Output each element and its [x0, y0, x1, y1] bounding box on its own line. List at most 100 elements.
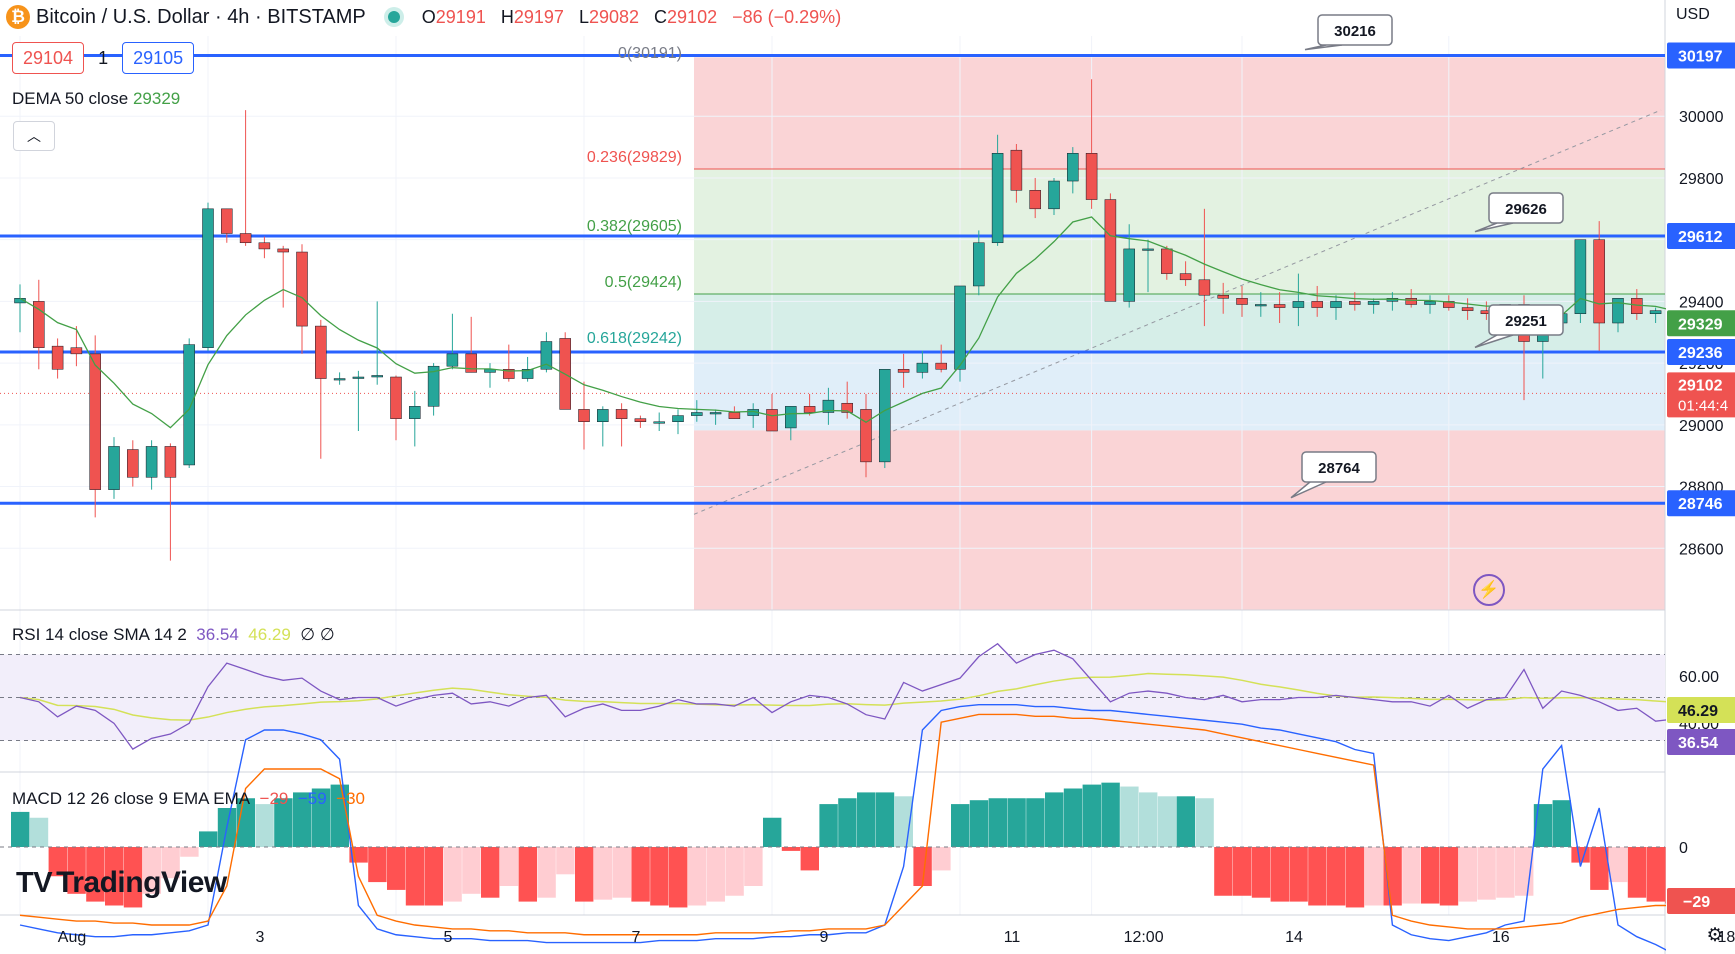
time-tick-label: 5	[444, 929, 453, 946]
macd-histogram-bar	[67, 847, 86, 894]
macd-histogram-bar	[1327, 847, 1346, 906]
macd-histogram-bar	[1590, 847, 1609, 890]
candle-body	[296, 251, 308, 327]
time-axis[interactable]: Aug 3 5 7 9 11 12:00 14 16 18	[58, 929, 1735, 946]
time-tick-label: 16	[1492, 929, 1510, 946]
macd-histogram-bar	[387, 847, 406, 890]
price-axis[interactable]: 2860028800290002920029400296002980030000…	[1666, 0, 1735, 954]
horizontal-levels[interactable]	[0, 53, 1665, 505]
macd-histogram-bar	[575, 847, 594, 902]
fib-labels: 0(30191) 0.236(29829) 0.382(29605) 0.5(2942…	[587, 45, 682, 347]
collapse-legend-button[interactable]: ︿	[13, 121, 55, 151]
macd-histogram-bar	[462, 847, 481, 894]
dema-legend[interactable]: DEMA 50 close 29329	[12, 89, 181, 108]
fib-label: 0.382(29605)	[587, 218, 682, 235]
candle-body	[521, 369, 534, 379]
ohlc-readout: O29191 H29197 L29082 C29102 −86 (−0.29%)	[421, 6, 842, 27]
lightning-icon[interactable]: ⚡	[1473, 574, 1505, 606]
macd-histogram-bar	[1552, 800, 1571, 847]
macd-histogram-bar	[1345, 847, 1365, 908]
candle-body	[879, 369, 891, 463]
macd-histogram-bar	[481, 847, 500, 898]
candle-body	[634, 418, 647, 423]
macd-histogram-bar	[1383, 847, 1402, 906]
macd-histogram-bar	[1496, 847, 1515, 898]
macd-histogram-bar	[537, 847, 556, 898]
tradingview-mark: TV	[16, 867, 53, 899]
macd-histogram-bar	[1364, 847, 1383, 906]
candle-body	[766, 409, 778, 432]
rsi-sma-tag	[1667, 697, 1735, 723]
candle-body	[1198, 279, 1211, 296]
candle-body	[1424, 301, 1436, 305]
gear-icon[interactable]: ⚙	[1706, 925, 1724, 946]
macd-histogram-bar	[951, 804, 970, 847]
fib-lines	[0, 168, 1665, 394]
trend-line-dashed	[693, 109, 1662, 515]
macd-histogram-bar	[105, 847, 124, 906]
candle-body	[1255, 304, 1267, 307]
callouts[interactable]: 30216 29626 29251 28764	[1290, 14, 1564, 499]
macd-histogram-bar	[838, 798, 857, 847]
macd-histogram-bar	[1571, 847, 1590, 863]
candle-body	[597, 409, 609, 423]
candle-body	[333, 378, 346, 381]
candle-body	[1593, 239, 1605, 324]
dema-price-tag-text: 29329	[1678, 316, 1723, 333]
candle-body	[1179, 273, 1192, 281]
rsi-legend[interactable]: RSI 14 close SMA 14 2 36.54 46.29 ∅ ∅	[12, 625, 335, 644]
candle-body	[145, 446, 158, 478]
symbol-title[interactable]: Bitcoin / U.S. Dollar · 4h · BITSTAMP	[36, 5, 366, 28]
last-price-tag	[1667, 372, 1735, 418]
currency-label[interactable]: USD	[1676, 6, 1710, 23]
macd-histogram-bar	[1007, 798, 1026, 847]
fib-label: 0.5(29424)	[605, 274, 682, 291]
macd-histogram-bar	[612, 847, 631, 898]
macd-histogram-bar	[988, 798, 1007, 847]
bitcoin-icon: ₿	[6, 5, 30, 29]
candle-body	[1311, 301, 1323, 308]
rsi-pane	[0, 642, 1694, 750]
fib-label: 0.618(29242)	[587, 330, 682, 347]
macd-histogram-bar	[1082, 784, 1101, 847]
symbol-header[interactable]: ₿ Bitcoin / U.S. Dollar · 4h · BITSTAMP …	[0, 0, 851, 34]
candle-body	[446, 353, 459, 367]
level-price-tag-text: 29236	[1678, 345, 1723, 362]
candle-body	[164, 446, 177, 478]
dema-price-tag	[1667, 310, 1735, 337]
callout-pointer	[1304, 44, 1343, 51]
time-tick-label: 14	[1285, 929, 1303, 946]
macd-histogram-bar	[650, 847, 669, 906]
candle-body	[1104, 199, 1117, 302]
macd-histogram-bar	[669, 847, 688, 908]
macd-histogram-bar	[255, 804, 274, 847]
macd-histogram-bar	[1101, 782, 1120, 847]
buy-button[interactable]: 29105	[122, 42, 195, 74]
callout-box	[1488, 304, 1564, 336]
candle-body	[108, 446, 120, 490]
rsi-tag-text: 36.54	[1678, 735, 1718, 752]
market-status-dot[interactable]	[387, 11, 400, 23]
candle-body	[1048, 180, 1060, 210]
macd-histogram-bar	[1045, 792, 1064, 847]
macd-histogram-bar	[744, 847, 763, 886]
macd-histogram-bar	[48, 847, 67, 877]
macd-legend[interactable]: MACD 12 26 close 9 EMA EMA −29 −59 −30	[12, 789, 365, 808]
level-price-tag	[1667, 490, 1735, 517]
candle-body	[1349, 301, 1361, 305]
macd-histogram-bar	[1157, 796, 1177, 847]
candle-body	[1123, 248, 1135, 302]
price-tick-label: 30000	[1679, 109, 1724, 126]
fib-zone	[694, 350, 1665, 431]
candle-body	[709, 412, 722, 415]
sell-button[interactable]: 29104	[12, 42, 85, 74]
order-panel: 29104 1 29105	[12, 42, 195, 74]
macd-histogram-bar	[499, 847, 519, 886]
quantity-field[interactable]: 1	[98, 47, 109, 68]
trend-line[interactable]	[693, 109, 1662, 515]
macd-histogram-bar	[1308, 847, 1327, 906]
macd-histogram-bar	[1439, 847, 1459, 906]
candle-body	[728, 412, 741, 419]
candle-body	[1085, 153, 1098, 200]
